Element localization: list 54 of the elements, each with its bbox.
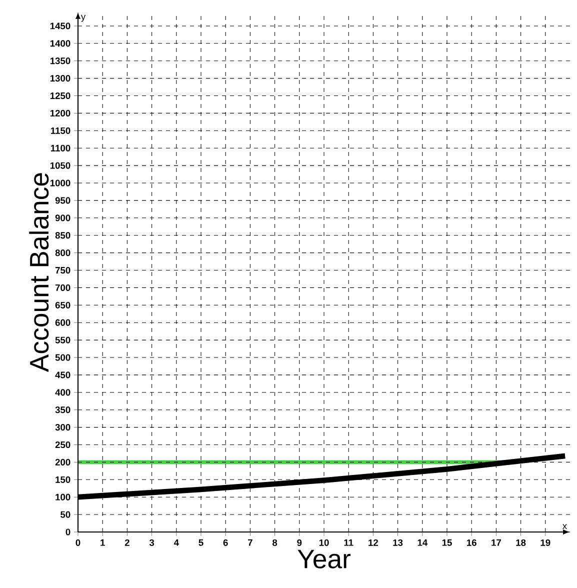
x-tick-label: 0 [76, 539, 80, 546]
y-tick-label: 1000 [50, 180, 70, 186]
y-tick-label: 1250 [50, 92, 70, 100]
x-tick-label: 13 [393, 539, 403, 546]
x-tick-label: 5 [198, 539, 204, 546]
x-tick-label: 14 [418, 539, 428, 546]
x-tick-label: 7 [248, 539, 252, 546]
y-tick-label: 400 [55, 389, 70, 396]
y-tick-label: 650 [55, 302, 70, 308]
x-axis-title: Year [298, 550, 350, 568]
x-tick-label: 12 [368, 539, 378, 546]
x-tick-label: 3 [149, 539, 154, 546]
x-tick-label: 10 [319, 539, 329, 546]
y-tick-label: 550 [55, 336, 70, 344]
x-tick-label: 9 [297, 539, 302, 546]
y-tick-label: 300 [55, 424, 70, 431]
y-tick-label: 1200 [50, 110, 70, 116]
y-tick-label: 250 [55, 441, 70, 448]
y-tick-label: 50 [60, 511, 70, 518]
x-tick-label: 6 [223, 539, 228, 546]
y-tick-label: 450 [55, 372, 70, 378]
y-tick-label: 1050 [50, 162, 70, 169]
y-tick-label: 1100 [50, 144, 70, 152]
x-tick-label: 18 [516, 539, 526, 546]
y-tick-label: 600 [55, 319, 70, 326]
y-tick-label: 500 [55, 354, 70, 361]
y-tick-label: 1400 [50, 40, 70, 47]
y-tick-label: 1350 [50, 58, 70, 64]
x-tick-label: 8 [272, 539, 278, 546]
y-tick-label: 150 [56, 476, 70, 483]
y-axis-title: Account Balance [29, 173, 49, 372]
x-tick-label: 16 [466, 539, 476, 546]
y-tick-label: 750 [55, 266, 70, 274]
x-tick-label: 15 [442, 539, 452, 546]
annotation: y [80, 14, 86, 22]
y-tick-label: 100 [56, 494, 70, 500]
x-tick-label: 17 [492, 539, 501, 546]
y-tick-label: 950 [55, 197, 70, 204]
x-tick-label: 1 [100, 539, 105, 546]
y-tick-label: 350 [55, 406, 70, 414]
y-tick-label: 700 [55, 284, 70, 291]
x-tick-label: 11 [344, 539, 354, 546]
y-tick-label: 900 [55, 214, 70, 222]
y-tick-label: 200 [55, 458, 70, 466]
y-tick-label: 850 [55, 232, 70, 239]
y-tick-label: 800 [55, 250, 70, 256]
x-tick-label: 4 [174, 539, 179, 546]
x-tick-label: 19 [540, 539, 550, 546]
annotation: x [562, 524, 567, 530]
y-tick-label: 0 [66, 528, 70, 536]
y-tick-label: 1150 [50, 127, 70, 134]
y-tick-label: 1450 [50, 22, 70, 30]
y-tick-label: 1300 [50, 75, 70, 82]
x-tick-label: 2 [124, 539, 130, 546]
